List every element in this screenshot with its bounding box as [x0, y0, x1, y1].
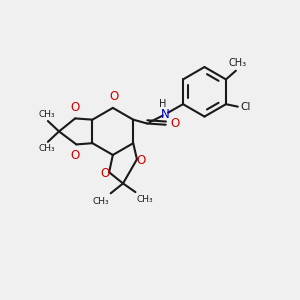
Text: O: O [109, 90, 118, 104]
Text: CH₃: CH₃ [137, 195, 153, 204]
Text: CH₃: CH₃ [228, 58, 246, 68]
Text: Cl: Cl [240, 102, 251, 112]
Text: O: O [70, 149, 80, 162]
Text: CH₃: CH₃ [39, 110, 56, 118]
Text: CH₃: CH₃ [39, 144, 56, 153]
Text: N: N [161, 108, 170, 121]
Text: CH₃: CH₃ [93, 196, 110, 206]
Text: O: O [70, 101, 80, 114]
Text: H: H [159, 99, 166, 109]
Text: O: O [100, 167, 109, 180]
Text: O: O [137, 154, 146, 167]
Text: O: O [171, 117, 180, 130]
